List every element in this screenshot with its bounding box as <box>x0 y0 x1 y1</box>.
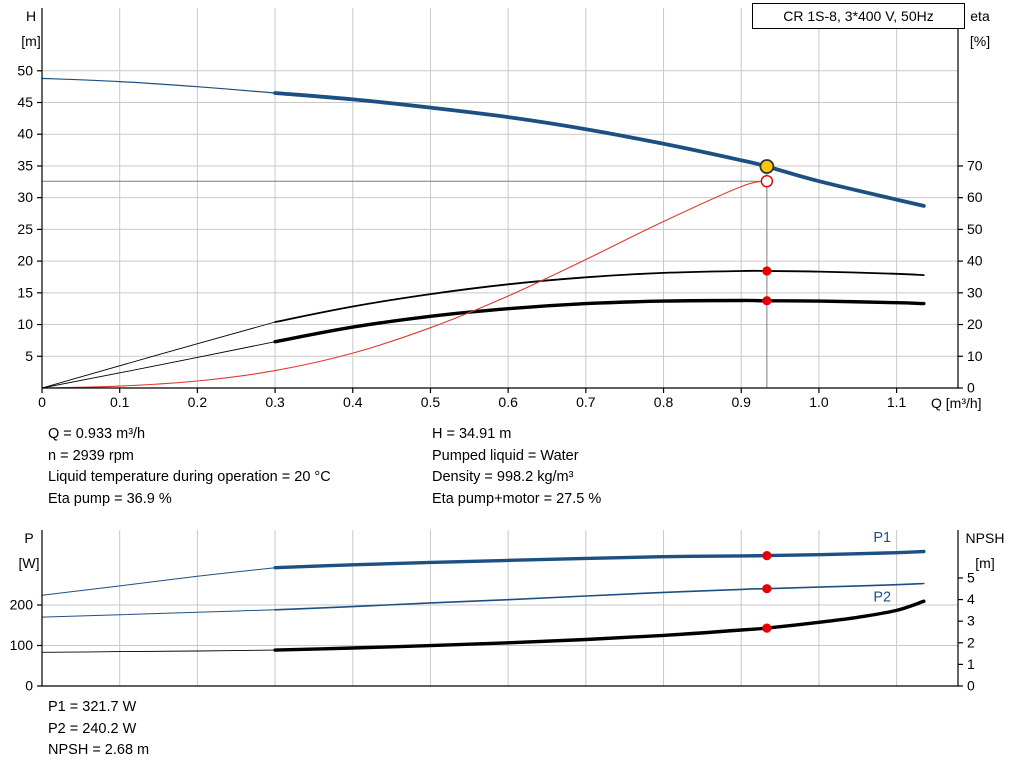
svg-text:1: 1 <box>967 656 975 672</box>
svg-text:0.9: 0.9 <box>732 394 752 410</box>
power-npsh-chart: 0 100 200 0 1 2 3 4 5 P1 P2 <box>10 530 975 694</box>
svg-text:0: 0 <box>967 678 975 694</box>
duty-marker-dot <box>762 266 772 276</box>
svg-text:20: 20 <box>967 316 983 332</box>
svg-text:0: 0 <box>25 678 33 694</box>
svg-text:1.0: 1.0 <box>809 394 829 410</box>
h-axis-title: H [m] <box>14 4 48 54</box>
svg-text:0.7: 0.7 <box>576 394 596 410</box>
gridlines <box>42 530 958 686</box>
svg-text:15: 15 <box>17 284 33 300</box>
info-line-eta-pump: Eta pump = 36.9 % <box>48 491 172 508</box>
svg-text:30: 30 <box>967 284 983 300</box>
svg-text:30: 30 <box>17 189 33 205</box>
eta-pump-motor-low-flow <box>41 341 276 389</box>
eta-axis-title: eta [%] <box>958 4 1002 54</box>
svg-text:50: 50 <box>967 221 983 237</box>
info-line-liquid: Pumped liquid = Water <box>432 447 579 464</box>
svg-text:60: 60 <box>967 189 983 205</box>
p1-low-flow <box>41 567 276 596</box>
p-axis-title-line1: P <box>24 530 34 546</box>
duty-info-left-column: Q = 0.933 m³/h n = 2939 rpm Liquid tempe… <box>48 424 331 511</box>
h-curve <box>273 91 926 208</box>
eta-axis-title-line1: eta <box>970 8 990 24</box>
h-axis-title-line1: H <box>25 8 37 24</box>
p1-curve <box>273 549 926 570</box>
duty-marker-main <box>759 159 775 174</box>
series-label-p2: P2 <box>873 589 891 605</box>
svg-text:0: 0 <box>967 380 975 396</box>
eta-pump-curve <box>274 269 925 323</box>
tick-labels: 5 10 15 20 25 30 35 40 45 50 0 10 20 30 40 50 60 70 0 0.1 0.… <box>17 62 982 410</box>
svg-text:45: 45 <box>17 94 33 110</box>
svg-text:0: 0 <box>38 394 46 410</box>
svg-text:70: 70 <box>967 157 983 173</box>
npsh-axis-title-line2: [m] <box>975 555 995 571</box>
info-line-head: H = 34.91 m <box>432 426 512 442</box>
duty-marker-open <box>760 174 774 188</box>
series-label-p1: P1 <box>873 530 891 546</box>
result-block: P1 = 321.7 W P2 = 240.2 W NPSH = 2.68 m <box>48 697 149 762</box>
svg-text:10: 10 <box>17 316 33 332</box>
npsh-axis-title-line1: NPSH <box>965 530 1005 546</box>
svg-text:25: 25 <box>17 221 33 237</box>
npsh-low-flow <box>41 649 276 653</box>
info-line-eta-pump-motor: Eta pump+motor = 27.5 % <box>432 491 602 508</box>
q-axis-title: Q [m³/h] <box>931 395 982 411</box>
svg-text:50: 50 <box>17 62 33 78</box>
eta-pump-motor-curve <box>273 298 926 344</box>
duty-marker-dot <box>762 623 772 633</box>
p-axis-title: P [W] <box>12 526 46 576</box>
gridlines <box>42 8 958 388</box>
result-line-p2: P2 = 240.2 W <box>48 720 137 737</box>
info-line-density: Density = 998.2 kg/m³ <box>432 469 574 486</box>
h-axis-title-line2: [m] <box>21 33 41 49</box>
svg-text:40: 40 <box>17 126 33 142</box>
svg-text:0.5: 0.5 <box>421 394 441 410</box>
svg-text:0.4: 0.4 <box>343 394 363 410</box>
svg-text:0.2: 0.2 <box>188 394 208 410</box>
svg-text:0.1: 0.1 <box>110 394 130 410</box>
eta-axis-title-line2: [%] <box>969 33 991 49</box>
duty-info-right-column: H = 34.91 m Pumped liquid = Water Densit… <box>432 424 601 511</box>
duty-marker-dot <box>762 551 772 561</box>
p-axis-title-line2: [W] <box>18 555 40 571</box>
chart-title-box: CR 1S-8, 3*400 V, 50Hz <box>752 3 965 29</box>
p2-low-flow <box>41 609 276 618</box>
performance-chart: 5 10 15 20 25 30 35 40 45 50 0 10 20 30 40 50 60 70 0 0.1 0.… <box>17 8 983 410</box>
h-curve-low-flow <box>41 77 276 94</box>
info-line-speed: n = 2939 rpm <box>48 447 134 464</box>
svg-text:20: 20 <box>17 253 33 269</box>
svg-text:35: 35 <box>17 157 33 173</box>
info-line-flow: Q = 0.933 m³/h <box>48 426 146 442</box>
svg-text:2: 2 <box>967 634 975 650</box>
npsh-axis-title: NPSH [m] <box>956 526 1014 576</box>
duty-marker-dot <box>762 584 772 594</box>
eta-reference-curve <box>41 180 768 389</box>
p2-curve <box>274 582 925 611</box>
npsh-curve <box>273 599 926 652</box>
svg-text:40: 40 <box>967 253 983 269</box>
svg-text:0.8: 0.8 <box>654 394 674 410</box>
svg-text:200: 200 <box>10 596 34 612</box>
svg-text:1.1: 1.1 <box>887 394 907 410</box>
result-line-p1: P1 = 321.7 W <box>48 699 137 715</box>
svg-text:5: 5 <box>967 569 975 585</box>
result-line-npsh: NPSH = 2.68 m <box>48 742 150 759</box>
svg-text:0.6: 0.6 <box>498 394 518 410</box>
info-line-temperature: Liquid temperature during operation = 20… <box>48 469 331 486</box>
svg-text:5: 5 <box>25 348 33 364</box>
svg-text:0.3: 0.3 <box>265 394 285 410</box>
svg-text:100: 100 <box>10 637 34 653</box>
duty-marker-dot <box>762 296 772 306</box>
tick-labels: 0 100 200 0 1 2 3 4 5 <box>10 569 975 693</box>
svg-text:10: 10 <box>967 348 983 364</box>
svg-text:3: 3 <box>967 613 975 629</box>
axes-frame <box>41 530 959 687</box>
eta-pump-low-flow <box>41 321 276 389</box>
svg-text:4: 4 <box>967 591 975 607</box>
